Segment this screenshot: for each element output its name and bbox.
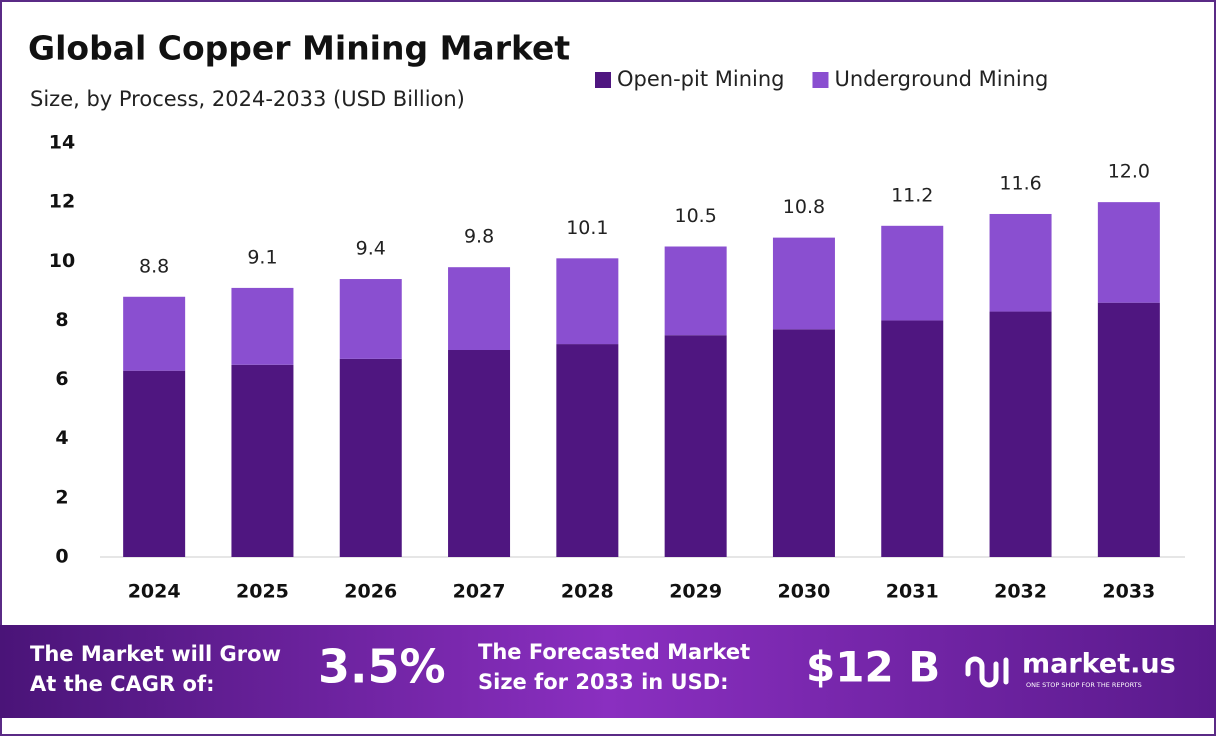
y-tick-label: 4 [55,427,68,449]
brand-logo [965,656,1009,688]
value-label: 10.1 [566,217,608,239]
y-tick-label: 12 [49,191,75,213]
y-tick-label: 0 [55,546,68,568]
x-tick-label: 2033 [1102,581,1155,603]
footer-band [0,625,1216,718]
value-label: 11.2 [891,184,933,206]
brand-name: market.us [1022,649,1176,680]
legend-label: Underground Mining [834,67,1048,91]
brand-tagline: ONE STOP SHOP FOR THE REPORTS [1026,681,1142,689]
value-label: 9.1 [247,246,277,268]
x-tick-label: 2030 [778,581,831,603]
bar-segment [664,335,727,557]
x-tick-label: 2028 [561,581,614,603]
y-tick-label: 2 [55,486,68,508]
bar-segment [231,364,294,557]
bar-segment [448,350,511,557]
bar-segment [881,320,944,557]
x-tick-label: 2032 [994,581,1047,603]
bar-segment [339,279,402,359]
bar-segment [1097,202,1160,303]
y-tick-label: 6 [55,368,68,390]
bar-segment [231,287,294,365]
legend-label: Open-pit Mining [617,67,784,91]
footer-text: The Market will Grow [30,642,281,666]
bar-segment [556,258,619,345]
y-tick-label: 10 [49,250,75,272]
x-tick-label: 2031 [886,581,939,603]
bar-segment [556,344,619,557]
legend-swatch [812,72,829,88]
bar-segment [339,358,402,557]
cagr-value: 3.5% [318,640,446,694]
value-label: 9.8 [464,226,494,248]
bar-segment [772,237,835,330]
footer-text: The Forecasted Market [478,640,750,664]
chart-title: Global Copper Mining Market [28,29,570,68]
forecast-value: $12 B [806,643,940,692]
legend-swatch [595,72,611,88]
bar-segment [448,267,511,350]
y-tick-label: 8 [55,309,68,331]
bar-segment [989,311,1052,557]
value-label: 12.0 [1108,161,1150,183]
bar-segment [881,225,944,321]
bar-segment [664,246,727,336]
x-tick-label: 2027 [453,581,506,603]
y-tick-label: 14 [49,132,75,154]
value-label: 10.8 [783,196,825,218]
x-tick-label: 2026 [344,581,397,603]
footer-text: Size for 2033 in USD: [478,670,729,694]
x-tick-label: 2025 [236,581,289,603]
value-label: 9.4 [356,238,386,260]
footer-text: At the CAGR of: [30,672,215,696]
bar-segment [123,296,186,371]
bar-segment [1097,302,1160,557]
value-label: 8.8 [139,255,169,277]
x-tick-label: 2029 [669,581,722,603]
chart-subtitle: Size, by Process, 2024-2033 (USD Billion… [30,87,465,111]
value-label: 10.5 [674,205,716,227]
bar-segment [123,370,186,557]
bar-segment [772,329,835,557]
value-label: 11.6 [999,172,1041,194]
bar-segment [989,213,1052,312]
x-tick-label: 2024 [128,581,181,603]
